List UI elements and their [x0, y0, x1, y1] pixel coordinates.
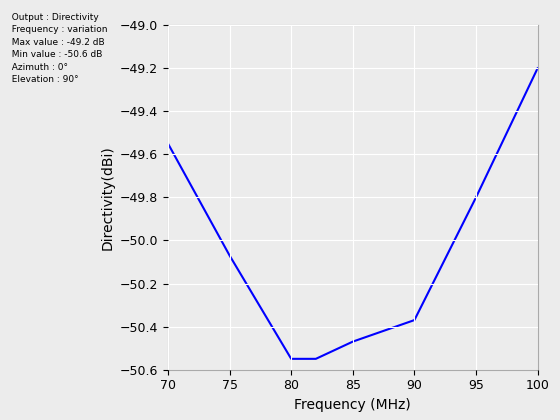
Text: Output : Directivity
  Frequency : variation
  Max value : -49.2 dB
  Min value : Output : Directivity Frequency : variati… [6, 13, 107, 84]
X-axis label: Frequency (MHz): Frequency (MHz) [295, 398, 411, 412]
Y-axis label: Directivity(dBi): Directivity(dBi) [100, 145, 114, 250]
